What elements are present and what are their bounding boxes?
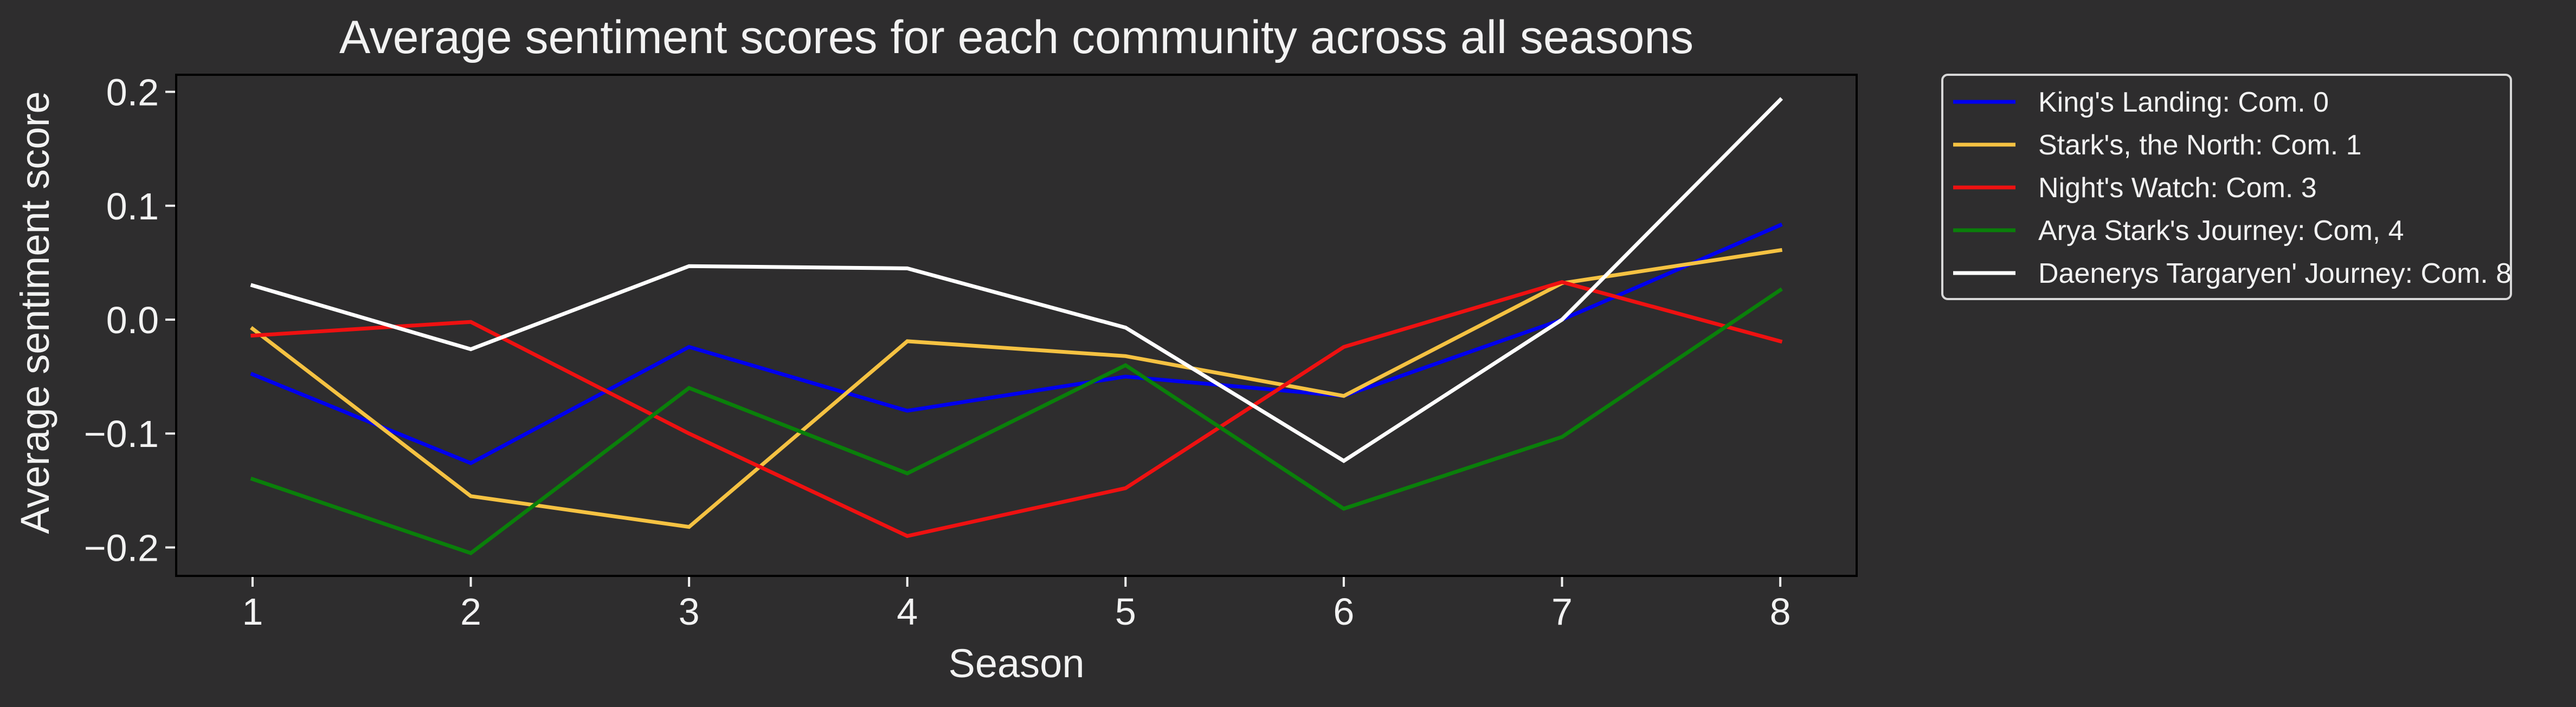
legend-entry-label: King's Landing: Com. 0 xyxy=(2038,87,2329,118)
y-tick-label: 0.1 xyxy=(106,185,159,228)
series-line xyxy=(250,97,1783,463)
x-tick-label: 8 xyxy=(1770,591,1791,633)
x-axis-label: Season xyxy=(949,641,1085,686)
x-tick-label: 7 xyxy=(1551,591,1573,633)
y-axis-ticks: 0.2 0.1 0.0 −0.1 −0.2 xyxy=(84,72,176,569)
legend-entry-label: Daenerys Targaryen' Journey: Com. 8 xyxy=(2038,258,2511,289)
x-tick-label: 4 xyxy=(897,591,918,633)
y-tick-label: −0.2 xyxy=(84,527,159,569)
legend-entry-label: Stark's, the North: Com. 1 xyxy=(2038,129,2362,161)
y-tick-label: −0.1 xyxy=(84,413,159,455)
series-line xyxy=(250,280,1783,539)
chart-title: Average sentiment scores for each commun… xyxy=(339,11,1693,63)
x-tick-label: 3 xyxy=(679,591,700,633)
plot-frame xyxy=(175,74,1858,577)
x-tick-label: 1 xyxy=(242,591,263,633)
legend-entry-label: Arya Stark's Journey: Com, 4 xyxy=(2038,215,2404,247)
y-tick-label: 0.2 xyxy=(106,72,159,114)
series-lines xyxy=(249,97,1783,555)
y-tick-label: 0.0 xyxy=(106,299,159,341)
x-tick-label: 6 xyxy=(1333,591,1354,633)
series-line xyxy=(249,248,1783,529)
x-axis-ticks: 1 2 3 4 5 6 7 8 xyxy=(242,576,1791,633)
series-line xyxy=(250,287,1783,555)
legend-entry-label: Night's Watch: Com. 3 xyxy=(2038,172,2317,204)
legend: King's Landing: Com. 0 Stark's, the North… xyxy=(1941,74,2512,300)
x-tick-label: 5 xyxy=(1115,591,1136,633)
legend-box xyxy=(1941,74,2512,300)
y-axis-label: Average sentiment score xyxy=(12,91,57,534)
x-tick-label: 2 xyxy=(460,591,481,633)
series-line xyxy=(250,222,1783,465)
